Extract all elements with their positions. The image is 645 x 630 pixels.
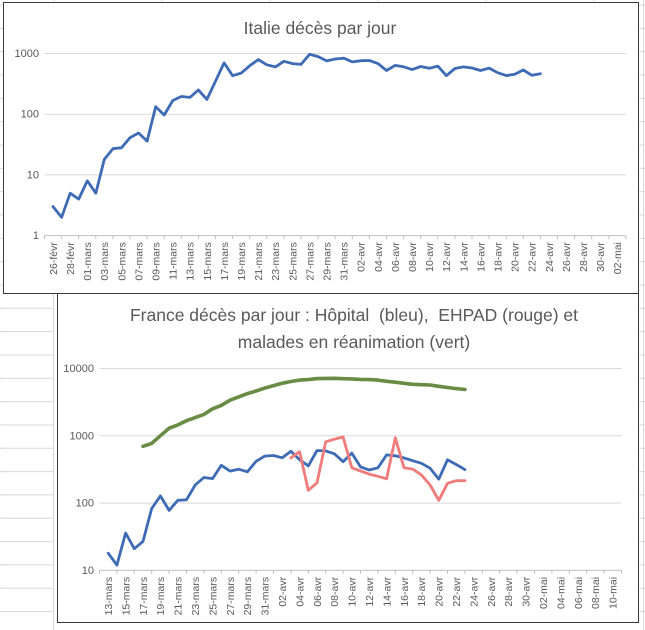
x-axis-tick-label: 04-avr (373, 242, 385, 272)
x-axis-tick-label: 08-mai (590, 577, 602, 609)
series-line-0 (51, 52, 542, 219)
x-axis-tick-label: 20-avr (434, 576, 446, 606)
x-axis-tick-label: 28-avr (578, 242, 590, 272)
x-axis-tick-label: 11-mars (168, 242, 180, 280)
y-axis-tick-label: 100 (76, 498, 94, 510)
y-axis-tick-label: 10 (27, 169, 39, 181)
x-axis-tick-label: 22-avr (527, 242, 539, 272)
x-axis-tick-label: 13-mars (103, 577, 115, 616)
italy-chart-canvas: 1000 100 10 1 26-févr 28-févr 01-mars 03-mars 05… (15, 18, 627, 281)
x-axis-tick-label: 07-mars (133, 242, 145, 281)
series-line-0 (106, 449, 467, 567)
x-axis-tick-label: 26-févr (48, 242, 60, 275)
series-line-1 (289, 435, 467, 502)
x-axis-tick-label: 17-mars (138, 577, 150, 616)
x-axis-tick-label: 21-mars (173, 577, 185, 616)
x-axis-tick-label: 13-mars (185, 242, 197, 281)
x-axis-tick-label: 02-avr (356, 242, 368, 272)
chart-title-line1: France décès par jour : Hôpital (bleu), … (130, 305, 578, 325)
x-axis-tick-label: 10-mai (608, 577, 620, 609)
x-axis-tick-label: 31-mars (339, 242, 351, 281)
x-axis-tick-label: 27-mars (225, 577, 237, 616)
x-axis-tick-label: 08-avr (329, 576, 341, 606)
x-axis-tick-label: 12-avr (441, 242, 453, 272)
x-axis-tick-label: 14-avr (381, 576, 393, 606)
x-axis-tick-label: 23-mars (270, 242, 282, 281)
x-axis-tick-label: 25-mars (207, 577, 219, 616)
x-axis-tick-label: 02-avr (277, 576, 289, 606)
x-axis-tick-label: 01-mars (82, 242, 94, 281)
x-axis-tick-label: 10-avr (424, 242, 436, 272)
x-axis-tick-label: 21-mars (253, 242, 265, 281)
y-axis-tick-label: 100 (21, 109, 39, 121)
france-chart-object[interactable]: 10000 1000 100 10 13-mars 15-mars 17-mars 19-ma… (57, 293, 639, 623)
x-axis-tick-label: 14-avr (458, 242, 470, 272)
x-axis-tick-label: 04-mai (555, 577, 567, 609)
x-axis-tick-label: 31-mars (260, 577, 272, 616)
x-axis-tick-label: 10-avr (347, 576, 359, 606)
x-axis-tick-label: 30-avr (521, 576, 533, 606)
x-axis-tick-label: 29-mars (321, 242, 333, 281)
x-axis-tick-label: 28-avr (503, 576, 515, 606)
y-axis-tick-label: 1000 (15, 48, 39, 60)
italy-chart-object[interactable]: 1000 100 10 1 26-févr 28-févr 01-mars 03-mars 05… (3, 2, 639, 294)
x-axis-tick-label: 19-mars (236, 242, 248, 281)
x-axis-tick-label: 15-mars (120, 577, 132, 616)
x-axis-tick-label: 22-avr (451, 576, 463, 606)
x-axis-tick-label: 02-mai (612, 242, 624, 274)
x-axis-tick-label: 06-avr (390, 242, 402, 272)
x-axis-tick-label: 06-mai (573, 577, 585, 609)
y-axis-tick-label: 1 (33, 230, 39, 242)
x-axis-tick-label: 05-mars (116, 242, 128, 281)
x-axis-tick-label: 18-avr (492, 242, 504, 272)
x-axis-tick-label: 02-mai (538, 577, 550, 609)
y-axis-tick-label: 10 (82, 565, 94, 577)
x-axis-tick-label: 19-mars (155, 577, 167, 616)
x-axis-tick-label: 30-avr (595, 242, 607, 272)
x-axis-tick-label: 09-mars (150, 242, 162, 281)
y-axis-tick-label: 10000 (63, 363, 94, 375)
x-axis-tick-label: 20-avr (510, 242, 522, 272)
x-axis-tick-label: 27-mars (304, 242, 316, 281)
x-axis-tick-label: 15-mars (202, 242, 214, 281)
chart-title: Italie décès par jour (244, 18, 397, 38)
x-axis-tick-label: 06-avr (312, 576, 324, 606)
x-axis-tick-label: 17-mars (219, 242, 231, 281)
x-axis-tick-label: 25-mars (287, 242, 299, 281)
x-axis-tick-label: 03-mars (99, 242, 111, 281)
x-axis-tick-label: 23-mars (190, 577, 202, 616)
x-axis-tick-label: 16-avr (475, 242, 487, 272)
y-axis-tick-label: 1000 (70, 430, 94, 442)
x-axis-tick-label: 26-avr (486, 576, 498, 606)
x-axis-tick-label: 26-avr (561, 242, 573, 272)
x-axis-tick-label: 12-avr (364, 576, 376, 606)
x-axis-tick-label: 04-avr (294, 576, 306, 606)
x-axis-tick-label: 16-avr (399, 576, 411, 606)
series-line-2 (141, 376, 467, 449)
x-axis-tick-label: 28-févr (65, 242, 77, 275)
chart-title-line2: malades en réanimation (vert) (238, 332, 470, 352)
x-axis-tick-label: 24-avr (468, 576, 480, 606)
x-axis-tick-label: 29-mars (242, 577, 254, 616)
france-chart-canvas: 10000 1000 100 10 13-mars 15-mars 17-mars 19-ma… (63, 305, 622, 616)
x-axis-tick-label: 24-avr (544, 242, 556, 272)
x-axis-tick-label: 08-avr (407, 242, 419, 272)
x-axis-tick-label: 18-avr (416, 576, 428, 606)
